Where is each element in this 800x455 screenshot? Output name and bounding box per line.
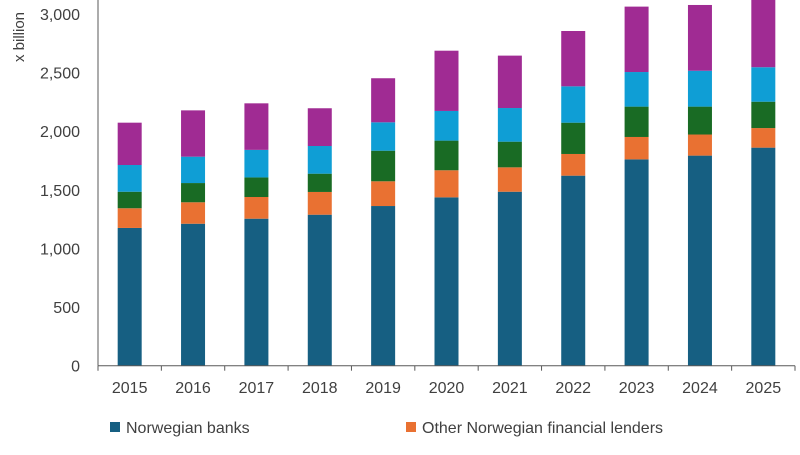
bar-2023-series-1 xyxy=(624,159,649,366)
bar-2019-series-2 xyxy=(371,181,396,207)
y-tick-label: 500 xyxy=(53,300,80,317)
bar-2025-series-3 xyxy=(751,101,776,129)
bar-2017-series-2 xyxy=(244,197,269,219)
bar-2015-series-5 xyxy=(117,122,142,165)
bar-2024-series-1 xyxy=(687,155,712,366)
bar-2019-series-5 xyxy=(371,78,396,123)
bar-2018-series-1 xyxy=(307,214,332,366)
legend-label-other-norwegian-financial-lenders: Other Norwegian financial lenders xyxy=(422,420,663,437)
y-tick-label: 1,500 xyxy=(40,183,80,200)
legend-swatch-norwegian-banks xyxy=(110,422,120,432)
x-tick-label: 2020 xyxy=(429,380,465,397)
bar-2015-series-4 xyxy=(117,164,142,192)
axes xyxy=(97,0,796,371)
bar-2021-series-5 xyxy=(497,55,522,109)
bar-2022-series-2 xyxy=(561,153,586,176)
x-tick-label: 2017 xyxy=(239,380,275,397)
legend: Norwegian banks Other Norwegian financia… xyxy=(110,420,663,437)
bar-2021-series-4 xyxy=(497,108,522,142)
x-tick-label: 2023 xyxy=(619,380,655,397)
bar-2018-series-3 xyxy=(307,173,332,192)
bar-2020-series-5 xyxy=(434,50,459,111)
y-tick-label: 3,000 xyxy=(40,7,80,24)
legend-label-norwegian-banks: Norwegian banks xyxy=(126,420,250,437)
x-tick-labels: 2015 2016 2017 2018 2019 2020 2021 2022 2023 2024… xyxy=(112,380,781,397)
bar-2024-series-5 xyxy=(687,4,712,71)
bar-2020-series-1 xyxy=(434,197,459,366)
bar-2025-series-4 xyxy=(751,67,776,102)
bar-2020-series-2 xyxy=(434,170,459,198)
bar-2022-series-4 xyxy=(561,86,586,123)
bar-2024-series-3 xyxy=(687,106,712,135)
bar-2018-series-5 xyxy=(307,108,332,147)
y-tick-label: 1,000 xyxy=(40,241,80,258)
bar-2016-series-5 xyxy=(181,110,206,157)
bar-2023-series-3 xyxy=(624,106,649,137)
bar-2022-series-5 xyxy=(561,30,586,87)
bar-2023-series-5 xyxy=(624,6,649,73)
bar-2021-series-2 xyxy=(497,167,522,192)
x-tick-label: 2015 xyxy=(112,380,148,397)
legend-swatch-other-norwegian-financial-lenders xyxy=(406,422,416,432)
bar-2024-series-4 xyxy=(687,70,712,107)
y-tick-label: 0 xyxy=(71,359,80,376)
bar-2016-series-1 xyxy=(181,223,206,366)
bar-2015-series-1 xyxy=(117,227,142,366)
x-tick-label: 2016 xyxy=(175,380,211,397)
bar-2024-series-2 xyxy=(687,134,712,156)
bar-2019-series-3 xyxy=(371,150,396,182)
bar-2021-series-1 xyxy=(497,191,522,366)
x-tick-label: 2024 xyxy=(682,380,718,397)
bar-2017-series-5 xyxy=(244,103,269,150)
x-tick-label: 2018 xyxy=(302,380,338,397)
bar-2020-series-3 xyxy=(434,140,459,171)
bar-2025-series-1 xyxy=(751,147,776,366)
bar-2021-series-3 xyxy=(497,141,522,168)
bar-2018-series-2 xyxy=(307,191,332,215)
bar-2017-series-1 xyxy=(244,218,269,366)
bar-2018-series-4 xyxy=(307,146,332,174)
bar-2023-series-2 xyxy=(624,136,649,160)
y-tick-labels: 0 500 1,000 1,500 2,000 2,500 3,000 xyxy=(40,7,80,376)
x-tick-label: 2022 xyxy=(555,380,591,397)
bar-2023-series-4 xyxy=(624,72,649,107)
bar-2022-series-1 xyxy=(561,175,586,366)
bar-2020-series-4 xyxy=(434,110,459,141)
bar-2015-series-2 xyxy=(117,208,142,228)
bar-2025-series-5 xyxy=(751,0,776,68)
bar-2019-series-4 xyxy=(371,122,396,151)
bar-2017-series-3 xyxy=(244,177,269,198)
x-tick-label: 2019 xyxy=(365,380,401,397)
bar-2016-series-4 xyxy=(181,156,206,184)
bar-2022-series-3 xyxy=(561,122,586,154)
bar-2015-series-3 xyxy=(117,191,142,209)
x-tick-label: 2025 xyxy=(746,380,782,397)
y-axis-label: x billion xyxy=(11,12,28,62)
bar-2025-series-2 xyxy=(751,128,776,148)
y-tick-label: 2,000 xyxy=(40,124,80,141)
bars xyxy=(117,0,776,366)
y-tick-label: 2,500 xyxy=(40,66,80,83)
bar-2016-series-3 xyxy=(181,183,206,203)
x-tick-label: 2021 xyxy=(492,380,528,397)
bar-2019-series-1 xyxy=(371,206,396,366)
bar-2016-series-2 xyxy=(181,202,206,224)
bar-2017-series-4 xyxy=(244,149,269,178)
